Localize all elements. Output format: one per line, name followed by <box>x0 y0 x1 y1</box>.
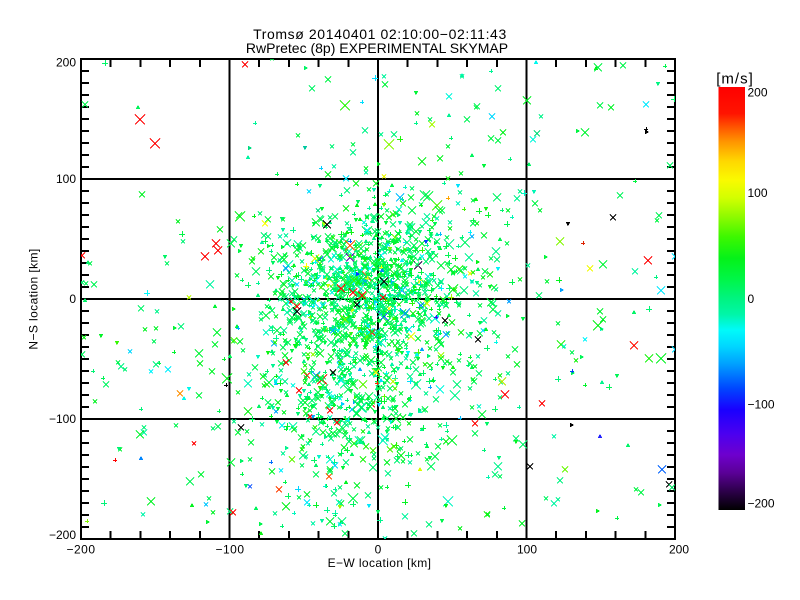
svg-text:200: 200 <box>748 86 768 100</box>
svg-text:N−S location [km]: N−S location [km] <box>27 248 41 349</box>
svg-text:100: 100 <box>56 172 76 186</box>
svg-text:0: 0 <box>748 292 755 306</box>
svg-text:0: 0 <box>69 292 76 306</box>
svg-text:Tromsø 20140401 02:10:00−02:11: Tromsø 20140401 02:10:00−02:11:43 <box>253 26 507 42</box>
svg-text:100: 100 <box>748 186 768 200</box>
svg-text:−200: −200 <box>748 497 775 511</box>
svg-text:−200: −200 <box>49 528 76 542</box>
svg-text:200: 200 <box>56 56 76 70</box>
svg-text:−100: −100 <box>49 412 76 426</box>
svg-text:−200: −200 <box>66 543 95 557</box>
svg-text:100: 100 <box>517 543 537 557</box>
svg-text:0: 0 <box>375 543 382 557</box>
svg-text:−100: −100 <box>748 398 775 412</box>
svg-text:−100: −100 <box>215 543 244 557</box>
svg-text:200: 200 <box>669 543 689 557</box>
svg-text:[m/s]: [m/s] <box>716 71 754 88</box>
svg-text:E−W location [km]: E−W location [km] <box>328 556 432 570</box>
svg-text:RwPretec (8p) EXPERIMENTAL SKY: RwPretec (8p) EXPERIMENTAL SKYMAP <box>246 40 508 56</box>
